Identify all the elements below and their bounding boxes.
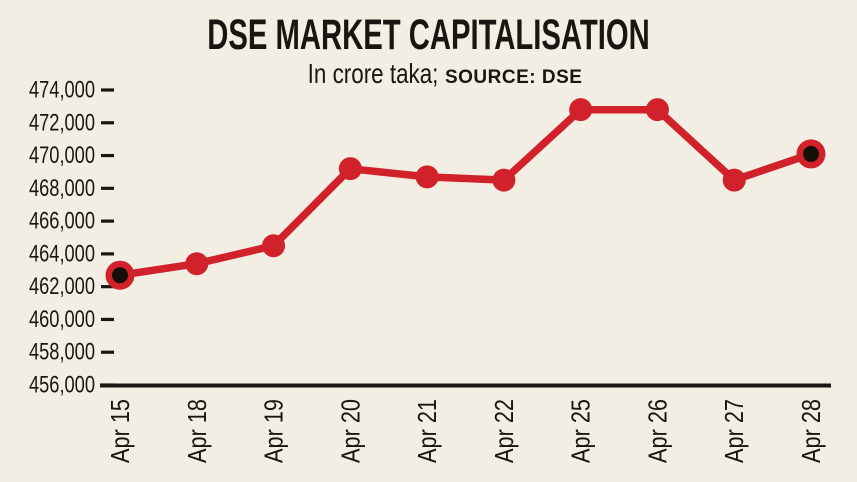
- chart-unit-label: In crore taka;: [307, 58, 438, 89]
- x-tick-label: Apr 28: [796, 399, 826, 463]
- data-point: [492, 168, 516, 192]
- x-tick-label: Apr 21: [412, 399, 442, 463]
- data-point: [645, 98, 669, 122]
- data-point: [185, 252, 209, 276]
- y-tick-label: 466,000: [29, 208, 95, 235]
- x-tick-label: Apr 22: [489, 399, 519, 463]
- y-tick-label: 474,000: [29, 77, 95, 104]
- y-tick-label: 462,000: [29, 273, 95, 300]
- x-tick-label: Apr 19: [259, 399, 289, 463]
- data-point: [338, 157, 362, 181]
- y-tick-label: 456,000: [29, 372, 95, 399]
- data-series: [105, 98, 826, 290]
- x-tick-label: Apr 27: [719, 399, 749, 463]
- x-axis-labels: Apr 15 Apr 18 Apr 19 Apr 20 Apr 21 Apr 22 Apr …: [105, 399, 826, 463]
- data-point: [262, 234, 286, 258]
- y-tick-label: 470,000: [29, 142, 95, 169]
- data-point: [569, 98, 593, 122]
- y-tick-label: 472,000: [29, 109, 95, 136]
- y-tick-label: 458,000: [29, 339, 95, 366]
- x-tick-label: Apr 25: [566, 399, 596, 463]
- y-tick-label: 464,000: [29, 240, 95, 267]
- data-point: [415, 165, 439, 189]
- data-point-inner-dot: [112, 267, 128, 284]
- x-tick-label: Apr 18: [182, 399, 212, 463]
- chart-subtitle: In crore taka; SOURCE: DSE: [0, 58, 857, 90]
- x-tick-label: Apr 20: [335, 399, 365, 463]
- y-axis: 474,000 472,000 470,000 468,000 466,000 464,0…: [29, 77, 114, 399]
- data-point-inner-dot: [803, 145, 819, 162]
- x-tick-label: Apr 26: [642, 399, 672, 463]
- x-tick-label: Apr 15: [105, 399, 135, 463]
- data-point: [722, 168, 746, 192]
- chart-title: DSE MARKET CAPITALISATION: [207, 11, 650, 59]
- y-tick-label: 468,000: [29, 175, 95, 202]
- series-line: [116, 105, 815, 279]
- chart-source-label: SOURCE: DSE: [444, 67, 583, 88]
- y-tick-label: 460,000: [29, 306, 95, 333]
